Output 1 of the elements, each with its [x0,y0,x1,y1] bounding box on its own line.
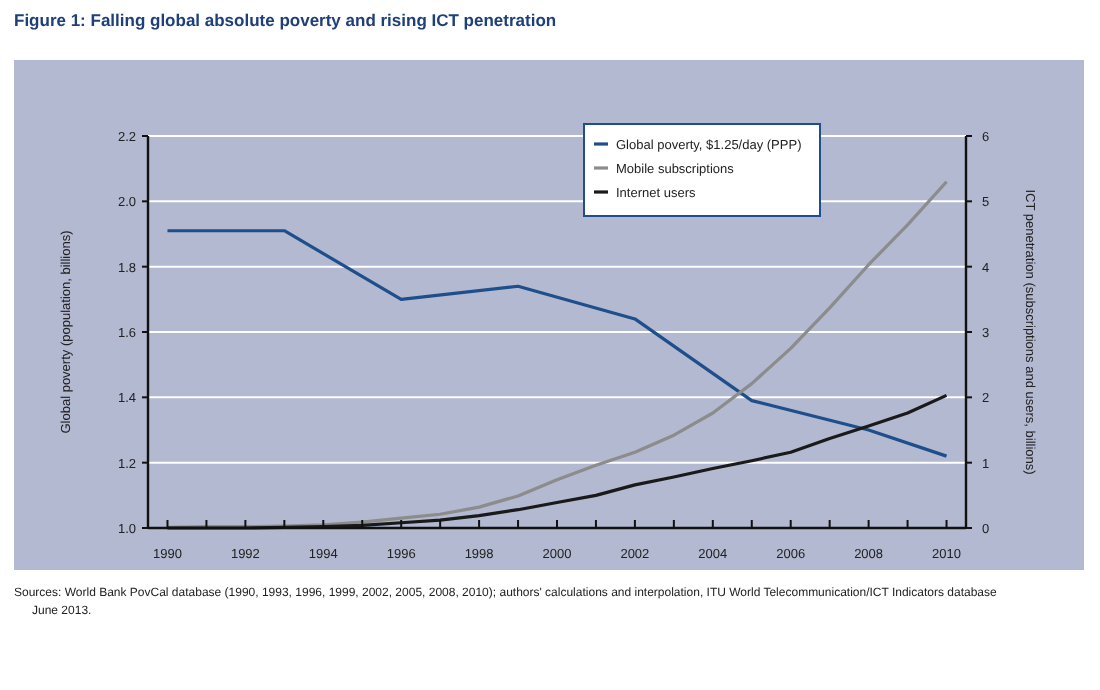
chart-title: Figure 1: Falling global absolute poverty and rising ICT penetration [14,10,557,30]
